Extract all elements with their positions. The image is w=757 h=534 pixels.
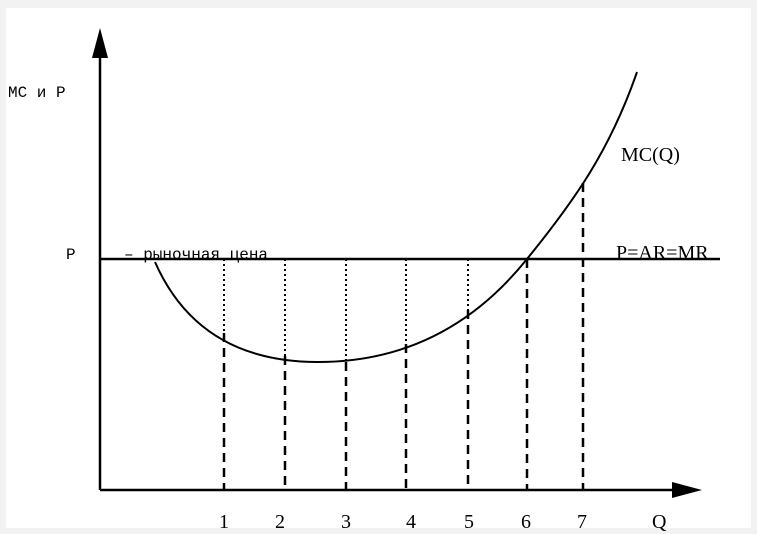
x-tick-label: 5 bbox=[464, 511, 474, 533]
dotted-lines bbox=[223, 259, 469, 362]
y-arrow bbox=[92, 28, 108, 58]
curve-label: MC(Q) bbox=[621, 144, 680, 166]
price-label: P bbox=[66, 246, 76, 264]
x-tick-label: 4 bbox=[406, 511, 416, 533]
x-tick-label: 6 bbox=[521, 511, 531, 533]
x-tick-label: 7 bbox=[577, 511, 587, 533]
x-tick-label: 1 bbox=[219, 511, 229, 533]
canvas bbox=[6, 8, 751, 528]
x-tick-label: 2 bbox=[275, 511, 285, 533]
x-arrow bbox=[672, 482, 702, 498]
dashed-lines bbox=[222, 183, 585, 490]
x-axis-label: Q bbox=[652, 511, 667, 533]
x-ticks: 1 2 3 4 5 6 7 bbox=[219, 511, 587, 533]
x-tick-label: 3 bbox=[341, 511, 351, 533]
mc-curve bbox=[154, 71, 638, 364]
line-label: P=AR=MR bbox=[616, 242, 709, 264]
y-axis-label: MC и P bbox=[8, 84, 66, 102]
axes bbox=[98, 50, 680, 492]
price-note: – рыночная цена bbox=[124, 246, 268, 264]
